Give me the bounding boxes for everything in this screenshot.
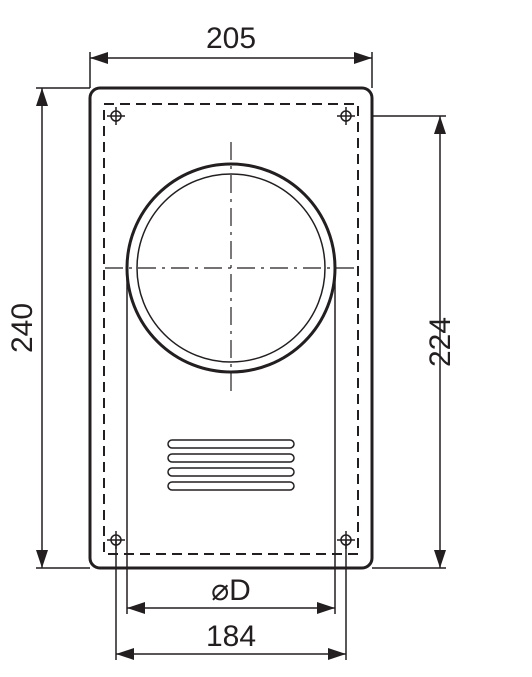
dim-top-label: 205 <box>206 22 256 55</box>
louver-slot <box>168 468 294 476</box>
dim-left-label: 240 <box>6 303 39 353</box>
dim-bottom-label: 184 <box>206 620 256 653</box>
dim-diameter-label: ⌀D <box>211 574 251 607</box>
louver-slot <box>168 454 294 462</box>
technical-drawing: 205 240 224 ⌀D 184 <box>0 0 532 677</box>
inner-hidden-rect <box>104 104 358 554</box>
dim-right-label: 224 <box>424 317 457 367</box>
louver-slot <box>168 440 294 448</box>
louver-slot <box>168 482 294 490</box>
